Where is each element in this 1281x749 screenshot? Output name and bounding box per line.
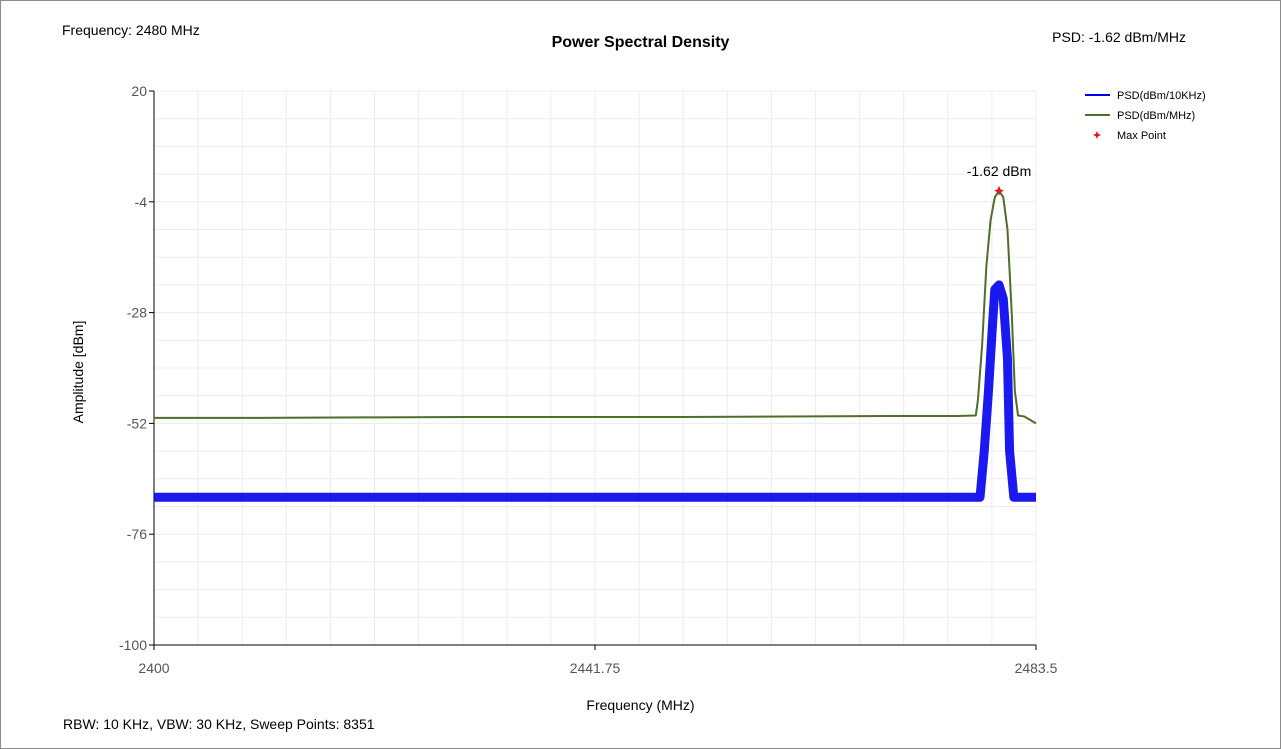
tick-labels: 20 -4 -28 -52 -76 -100 2400 2441.75 2483.5 (119, 83, 1058, 676)
x-tick-label: 2483.5 (1015, 660, 1058, 676)
grid (153, 90, 1037, 646)
series-lines (154, 189, 1037, 502)
max-point-marker (994, 185, 1005, 196)
y-tick-label: 20 (131, 83, 147, 99)
chart-title: Power Spectral Density (551, 34, 730, 51)
y-tick-label: -76 (127, 526, 147, 542)
legend-label-0: PSD(dBm/10KHz) (1117, 90, 1206, 102)
legend-label-max-point: Max Point (1117, 130, 1166, 142)
y-tick-label: -4 (135, 194, 148, 210)
max-point-label: -1.62 dBm (967, 163, 1032, 179)
axes (149, 90, 1037, 650)
y-tick-label: -52 (127, 415, 147, 431)
y-tick-label: -100 (119, 637, 147, 653)
y-tick-label: -28 (127, 305, 147, 321)
x-axis-label: Frequency (MHz) (586, 697, 695, 713)
x-tick-label: 2441.75 (570, 660, 621, 676)
psd-readout: PSD: -1.62 dBm/MHz (1052, 29, 1186, 45)
series-line-1 (154, 189, 1037, 425)
legend-label-1: PSD(dBm/MHz) (1117, 110, 1195, 122)
legend: PSD(dBm/10KHz) PSD(dBm/MHz) Max Point (1085, 90, 1206, 142)
x-tick-label: 2400 (138, 660, 169, 676)
frequency-readout: Frequency: 2480 MHz (62, 22, 200, 38)
series-line-0 (154, 280, 1036, 502)
legend-swatch-max-point (1093, 131, 1101, 139)
max-point-marker-group: -1.62 dBm (967, 163, 1032, 196)
sweep-settings: RBW: 10 KHz, VBW: 30 KHz, Sweep Points: … (63, 716, 375, 732)
